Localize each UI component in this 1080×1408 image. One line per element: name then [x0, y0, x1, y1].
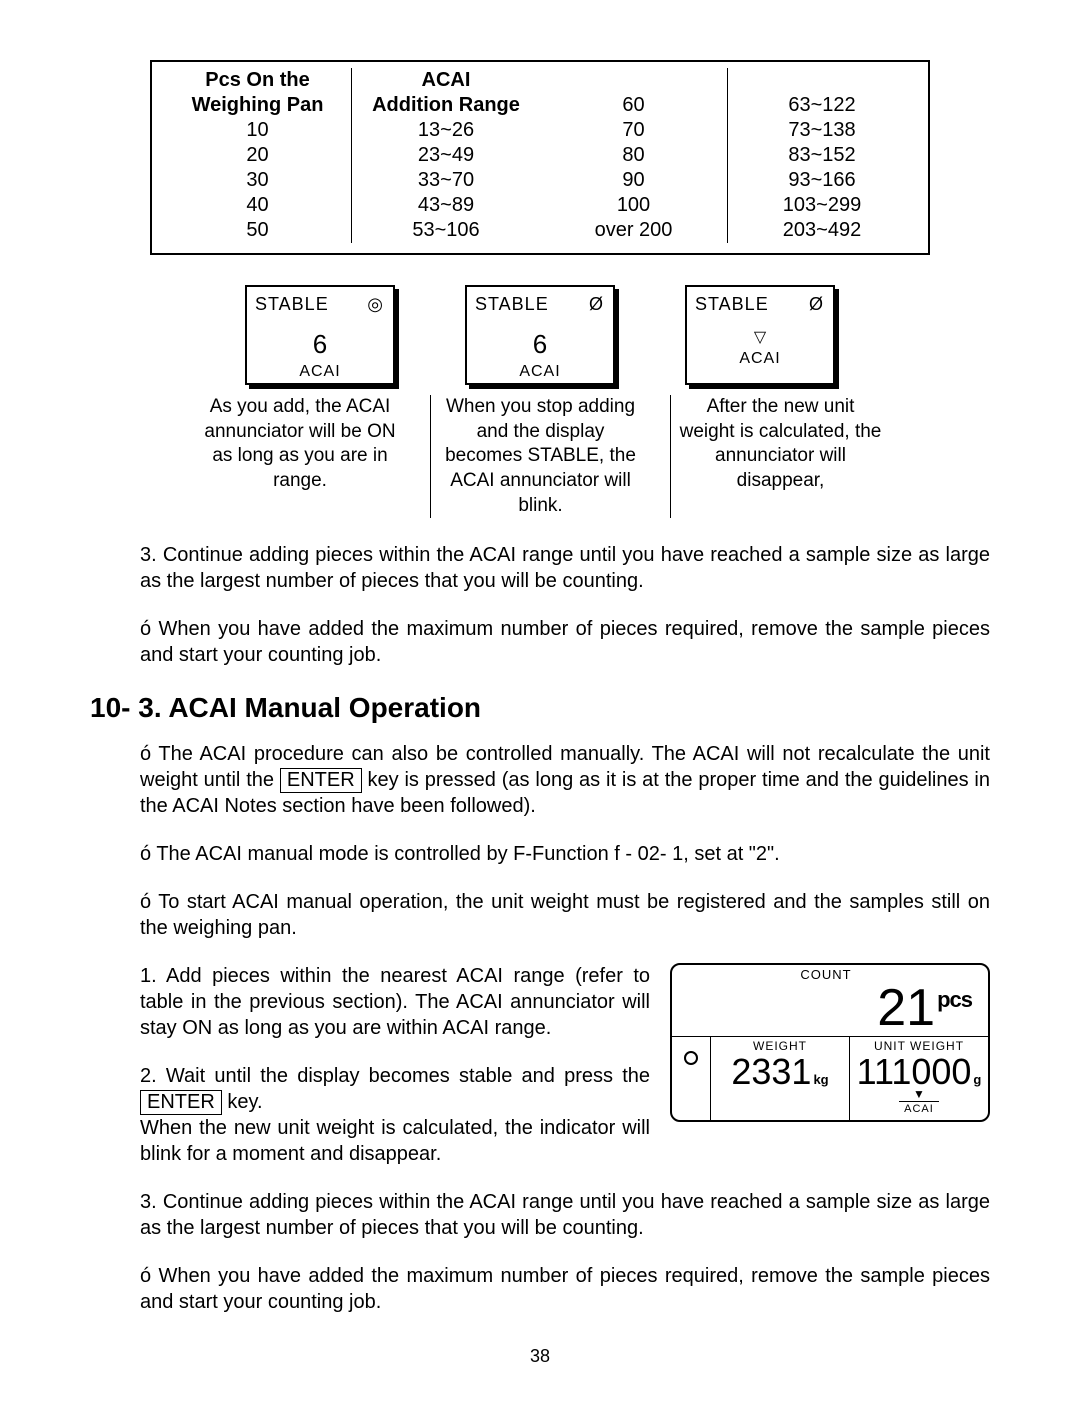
- down-arrow-icon: ▼: [856, 1091, 982, 1098]
- unit-weight-cell: UNIT WEIGHT 111000g ▼ ACAI: [849, 1037, 988, 1120]
- down-arrow-icon: ▽: [695, 328, 825, 349]
- count-value: 21: [877, 982, 935, 1034]
- manual-b2: ó The ACAI manual mode is controlled by …: [140, 841, 990, 867]
- weight-unit: kg: [813, 1072, 828, 1087]
- cell: 103~299: [732, 193, 912, 218]
- manual-after: ó When you have added the maximum number…: [140, 1263, 990, 1315]
- stable-value-blink: 6: [475, 328, 605, 362]
- unitw-unit: g: [973, 1072, 981, 1087]
- cell: 203~492: [732, 218, 912, 243]
- enter-key: ENTER: [280, 768, 362, 793]
- cell: 73~138: [732, 118, 912, 143]
- caption-2: When you stop adding and the display bec…: [430, 395, 650, 518]
- cell: 43~89: [356, 193, 536, 218]
- cell: 60: [544, 93, 723, 118]
- hd-pcs-2: Weighing Pan: [168, 93, 347, 118]
- stable-label: STABLE: [475, 293, 605, 316]
- hd-range-2: Addition Range: [356, 93, 536, 118]
- cell: 90: [544, 168, 723, 193]
- cell: 23~49: [356, 143, 536, 168]
- lcd-display: COUNT 21pcs WEIGHT 2331kg UNIT WEIGHT 11…: [670, 963, 990, 1122]
- acai-label: ACAI: [255, 362, 385, 383]
- cell: 100: [544, 193, 723, 218]
- circle-icon: [684, 1051, 698, 1065]
- manual-step1: 1. Add pieces within the nearest ACAI ra…: [140, 963, 650, 1041]
- slash-icon: Ø: [809, 293, 823, 316]
- stable-box-1: STABLE ◎ 6 ACAI: [245, 285, 395, 385]
- col-pcs-left: Pcs On the Weighing Pan 10 20 30 40 50: [164, 68, 352, 243]
- s2a: 2. Wait until the display becomes stable…: [140, 1065, 650, 1087]
- stable-displays-row: STABLE ◎ 6 ACAI STABLE Ø 6 ACAI STABLE Ø…: [90, 285, 990, 385]
- para-step3: 3. Continue adding pieces within the ACA…: [140, 542, 990, 594]
- range-right: 60 70 80 90 100 over 200 63~122 73~138 8…: [540, 68, 916, 243]
- weight-value: 2331: [731, 1051, 811, 1092]
- s2b: key.: [222, 1091, 263, 1113]
- page-number: 38: [90, 1345, 990, 1368]
- col-range-left: ACAI Addition Range 13~26 23~49 33~70 43…: [352, 68, 540, 243]
- stable-indicator: [672, 1037, 710, 1120]
- acai-label: ACAI: [475, 362, 605, 383]
- stable-label: STABLE: [695, 293, 825, 316]
- cell: 20: [168, 143, 347, 168]
- cell: 10: [168, 118, 347, 143]
- col-range-right: 63~122 73~138 83~152 93~166 103~299 203~…: [728, 68, 916, 243]
- pcs-unit: pcs: [937, 986, 972, 1015]
- weight-cell: WEIGHT 2331kg: [710, 1037, 849, 1120]
- section-title: 10- 3. ACAI Manual Operation: [90, 690, 990, 726]
- cell: 13~26: [356, 118, 536, 143]
- cell: 83~152: [732, 143, 912, 168]
- hd-pcs-1: Pcs On the: [168, 68, 347, 93]
- col-pcs-right: 60 70 80 90 100 over 200: [540, 68, 728, 243]
- s2c: When the new unit weight is calculated, …: [140, 1117, 650, 1165]
- manual-b1: ó The ACAI procedure can also be control…: [140, 741, 990, 819]
- slash-icon: Ø: [589, 293, 603, 316]
- range-left: Pcs On the Weighing Pan 10 20 30 40 50 A…: [164, 68, 540, 243]
- stable-box-2: STABLE Ø 6 ACAI: [465, 285, 615, 385]
- cell: 30: [168, 168, 347, 193]
- caption-3: After the new unit weight is calculated,…: [670, 395, 890, 518]
- acai-label: ACAI: [695, 349, 825, 370]
- acai-tag: ACAI: [899, 1101, 939, 1116]
- cell: 40: [168, 193, 347, 218]
- cell: 70: [544, 118, 723, 143]
- stable-label: STABLE: [255, 293, 385, 316]
- manual-b3: ó To start ACAI manual operation, the un…: [140, 889, 990, 941]
- cell: 53~106: [356, 218, 536, 243]
- manual-step2: 2. Wait until the display becomes stable…: [140, 1063, 650, 1167]
- manual-step3: 3. Continue adding pieces within the ACA…: [140, 1189, 990, 1241]
- stable-captions: As you add, the ACAI annunciator will be…: [90, 395, 990, 518]
- stable-value: 6: [255, 328, 385, 362]
- stable-box-3: STABLE Ø ▽ ACAI: [685, 285, 835, 385]
- caption-1: As you add, the ACAI annunciator will be…: [190, 395, 410, 518]
- cell: 50: [168, 218, 347, 243]
- para-after: ó When you have added the maximum number…: [140, 616, 990, 668]
- cell: over 200: [544, 218, 723, 243]
- cell: 93~166: [732, 168, 912, 193]
- cell: 33~70: [356, 168, 536, 193]
- cell: 80: [544, 143, 723, 168]
- cell: 63~122: [732, 93, 912, 118]
- circle-icon: ◎: [367, 293, 383, 316]
- enter-key: ENTER: [140, 1090, 222, 1115]
- hd-range-1: ACAI: [356, 68, 536, 93]
- unitw-value: 111000: [857, 1051, 972, 1092]
- acai-range-table: Pcs On the Weighing Pan 10 20 30 40 50 A…: [150, 60, 930, 255]
